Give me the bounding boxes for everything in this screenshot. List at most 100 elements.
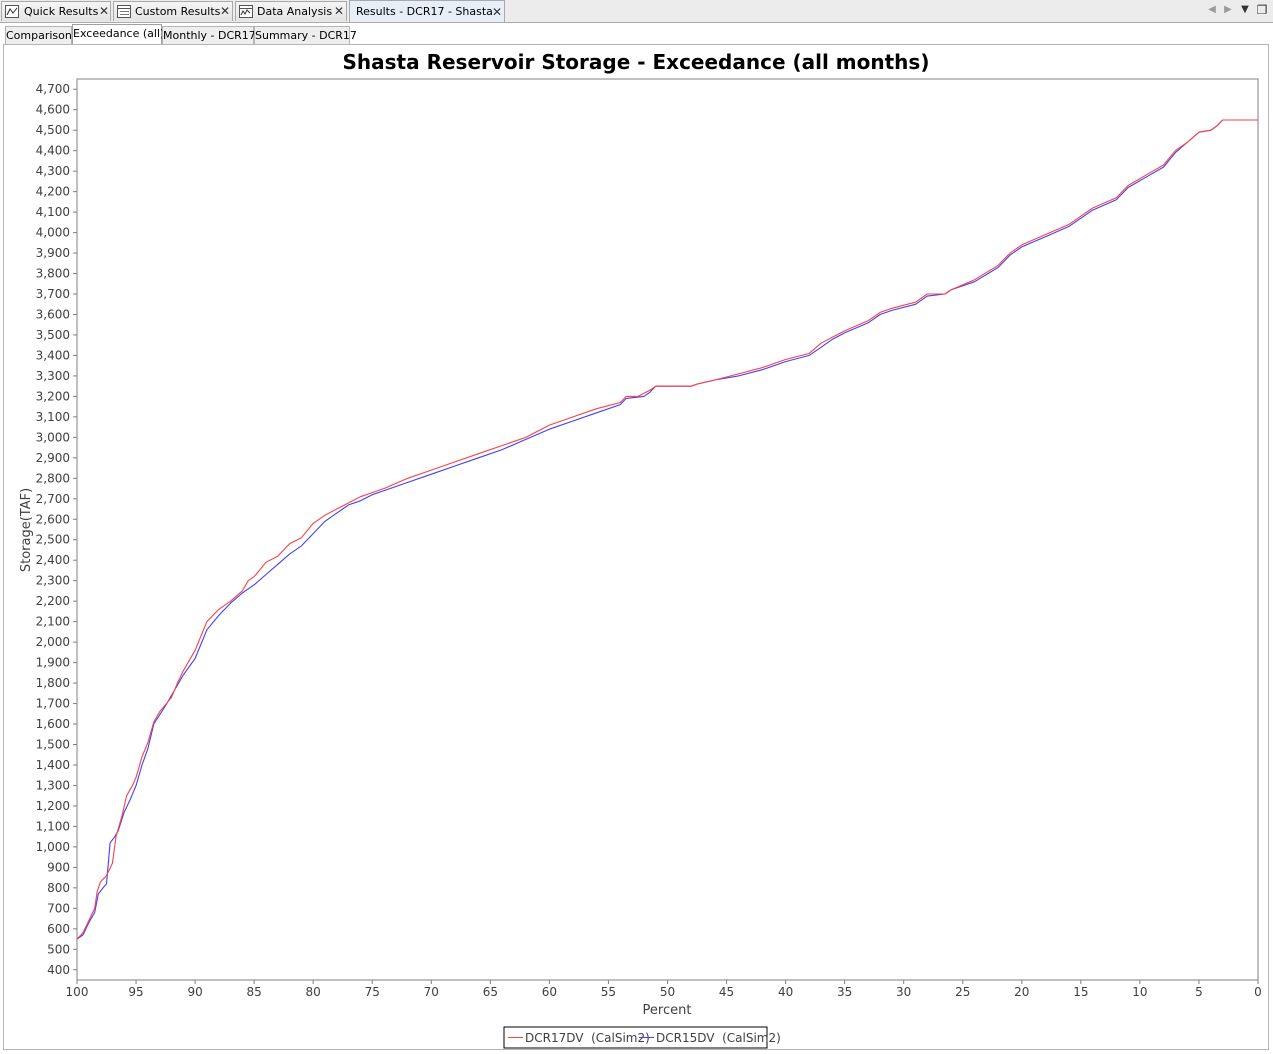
x-tick-label: 20 [1014, 985, 1029, 999]
y-tick-label: 1,200 [36, 799, 70, 813]
exceedance-chart[interactable]: Shasta Reservoir Storage - Exceedance (a… [4, 45, 1268, 1049]
y-tick-label: 500 [47, 942, 70, 956]
tab-list-dropdown-icon[interactable]: ▼ [1241, 4, 1249, 15]
x-tick-label: 95 [128, 985, 143, 999]
legend: DCR17DV (CalSim2) DCR15DV (CalSim2) [503, 1026, 781, 1049]
y-tick-label: 2,200 [36, 594, 70, 608]
y-tick-label: 400 [47, 963, 70, 977]
y-tick-label: 2,600 [36, 512, 70, 526]
x-tick-label: 85 [247, 985, 262, 999]
y-tick-label: 4,700 [36, 82, 70, 96]
close-icon[interactable]: ✕ [98, 4, 110, 18]
x-tick-label: 15 [1073, 985, 1088, 999]
y-tick-label: 3,000 [36, 430, 70, 444]
tab-quick-results[interactable]: Quick Results ✕ [1, 1, 111, 21]
x-tick-label: 40 [778, 985, 793, 999]
tab-summary-dcr17[interactable]: Summary - DCR17 [254, 26, 357, 45]
close-icon[interactable]: ✕ [219, 4, 231, 18]
plot-area [76, 78, 1259, 981]
y-tick-label: 1,100 [36, 819, 70, 833]
y-tick-label: 4,000 [36, 226, 70, 240]
y-tick-label: 4,500 [36, 123, 70, 137]
tab-label: Quick Results [24, 5, 99, 18]
series-line-dcr17dv [76, 119, 1258, 940]
y-tick-label: 800 [47, 881, 70, 895]
y-tick-label: 3,500 [36, 328, 70, 342]
scroll-tabs-left-icon[interactable]: ◀ [1208, 4, 1216, 15]
y-tick-label: 1,900 [36, 656, 70, 670]
y-tick-label: 700 [47, 901, 70, 915]
legend-label-dcr15dv: DCR15DV (CalSim2) [656, 1031, 781, 1045]
y-tick-label: 600 [47, 922, 70, 936]
x-axis: 100 95 90 85 80 75 70 65 60 55 50 45 40 35 30 25 20 15 10 5… [66, 980, 1262, 999]
y-tick-label: 1,400 [36, 758, 70, 772]
x-tick-label: 35 [837, 985, 852, 999]
y-tick-label: 1,700 [36, 697, 70, 711]
restore-window-icon[interactable]: ❐ [1256, 3, 1268, 17]
y-tick-label: 2,300 [36, 574, 70, 588]
x-tick-label: 25 [955, 985, 970, 999]
x-tick-label: 55 [601, 985, 616, 999]
legend-box [503, 1026, 768, 1049]
line-chart-icon [5, 5, 19, 18]
y-tick-label: 3,400 [36, 348, 70, 362]
tab-results-dcr17-shasta[interactable]: Results - DCR17 - Shasta ✕ [349, 0, 505, 22]
series-line-dcr15dv [76, 119, 1258, 940]
y-tick-label: 2,400 [36, 553, 70, 567]
x-tick-label: 60 [542, 985, 557, 999]
tab-custom-results[interactable]: Custom Results ✕ [113, 1, 233, 21]
tab-comparison[interactable]: Comparison [5, 26, 72, 45]
scroll-tabs-right-icon[interactable]: ▶ [1224, 4, 1232, 15]
close-icon[interactable]: ✕ [333, 4, 345, 18]
legend-label-dcr17dv: DCR17DV (CalSim2) [525, 1031, 650, 1045]
x-tick-label: 90 [187, 985, 202, 999]
y-tick-label: 3,800 [36, 267, 70, 281]
y-tick-label: 2,500 [36, 533, 70, 547]
x-tick-label: 70 [424, 985, 439, 999]
x-tick-label: 10 [1132, 985, 1147, 999]
y-tick-label: 4,400 [36, 144, 70, 158]
y-tick-label: 2,100 [36, 615, 70, 629]
x-tick-label: 100 [66, 985, 89, 999]
y-tick-label: 3,100 [36, 410, 70, 424]
y-tick-label: 2,700 [36, 492, 70, 506]
x-tick-label: 45 [719, 985, 734, 999]
y-tick-label: 2,000 [36, 635, 70, 649]
table-list-icon [117, 5, 131, 18]
x-tick-label: 80 [306, 985, 321, 999]
chart-panel: Shasta Reservoir Storage - Exceedance (a… [3, 44, 1269, 1050]
y-tick-label: 4,300 [36, 164, 70, 178]
y-tick-label: 900 [47, 860, 70, 874]
y-tick-label: 3,600 [36, 307, 70, 321]
editor-tab-bar: Quick Results ✕ Custom Results ✕ Data An… [0, 0, 1273, 23]
x-tick-label: 0 [1254, 985, 1262, 999]
x-tick-label: 30 [896, 985, 911, 999]
y-tick-label: 3,700 [36, 287, 70, 301]
y-tick-label: 3,200 [36, 389, 70, 403]
sub-tab-strip: Comparison Exceedance (all) Monthly - DC… [0, 23, 1273, 46]
y-tick-label: 2,800 [36, 471, 70, 485]
y-tick-label: 1,300 [36, 778, 70, 792]
y-tick-label: 4,600 [36, 103, 70, 117]
y-tick-label: 3,900 [36, 246, 70, 260]
series-group [76, 119, 1258, 940]
close-icon[interactable]: ✕ [491, 5, 503, 19]
x-tick-label: 65 [483, 985, 498, 999]
y-tick-label: 4,100 [36, 205, 70, 219]
y-axis-title: Storage(TAF) [19, 488, 34, 572]
tab-exceedance-all[interactable]: Exceedance (all) [72, 24, 164, 46]
y-tick-label: 1,500 [36, 738, 70, 752]
x-tick-label: 5 [1195, 985, 1203, 999]
x-tick-label: 50 [660, 985, 675, 999]
y-tick-label: 1,600 [36, 717, 70, 731]
chart-title: Shasta Reservoir Storage - Exceedance (a… [343, 50, 930, 74]
x-axis-title: Percent [643, 1003, 692, 1018]
y-tick-label: 3,300 [36, 369, 70, 383]
tab-label: Data Analysis [257, 5, 333, 18]
y-tick-label: 1,000 [36, 840, 70, 854]
tab-data-analysis[interactable]: Data Analysis ✕ [235, 1, 347, 21]
tab-label: Custom Results [135, 5, 221, 18]
y-tick-label: 4,200 [36, 185, 70, 199]
analysis-chart-icon [239, 5, 253, 18]
tab-monthly-dcr17[interactable]: Monthly - DCR17 [162, 26, 256, 45]
